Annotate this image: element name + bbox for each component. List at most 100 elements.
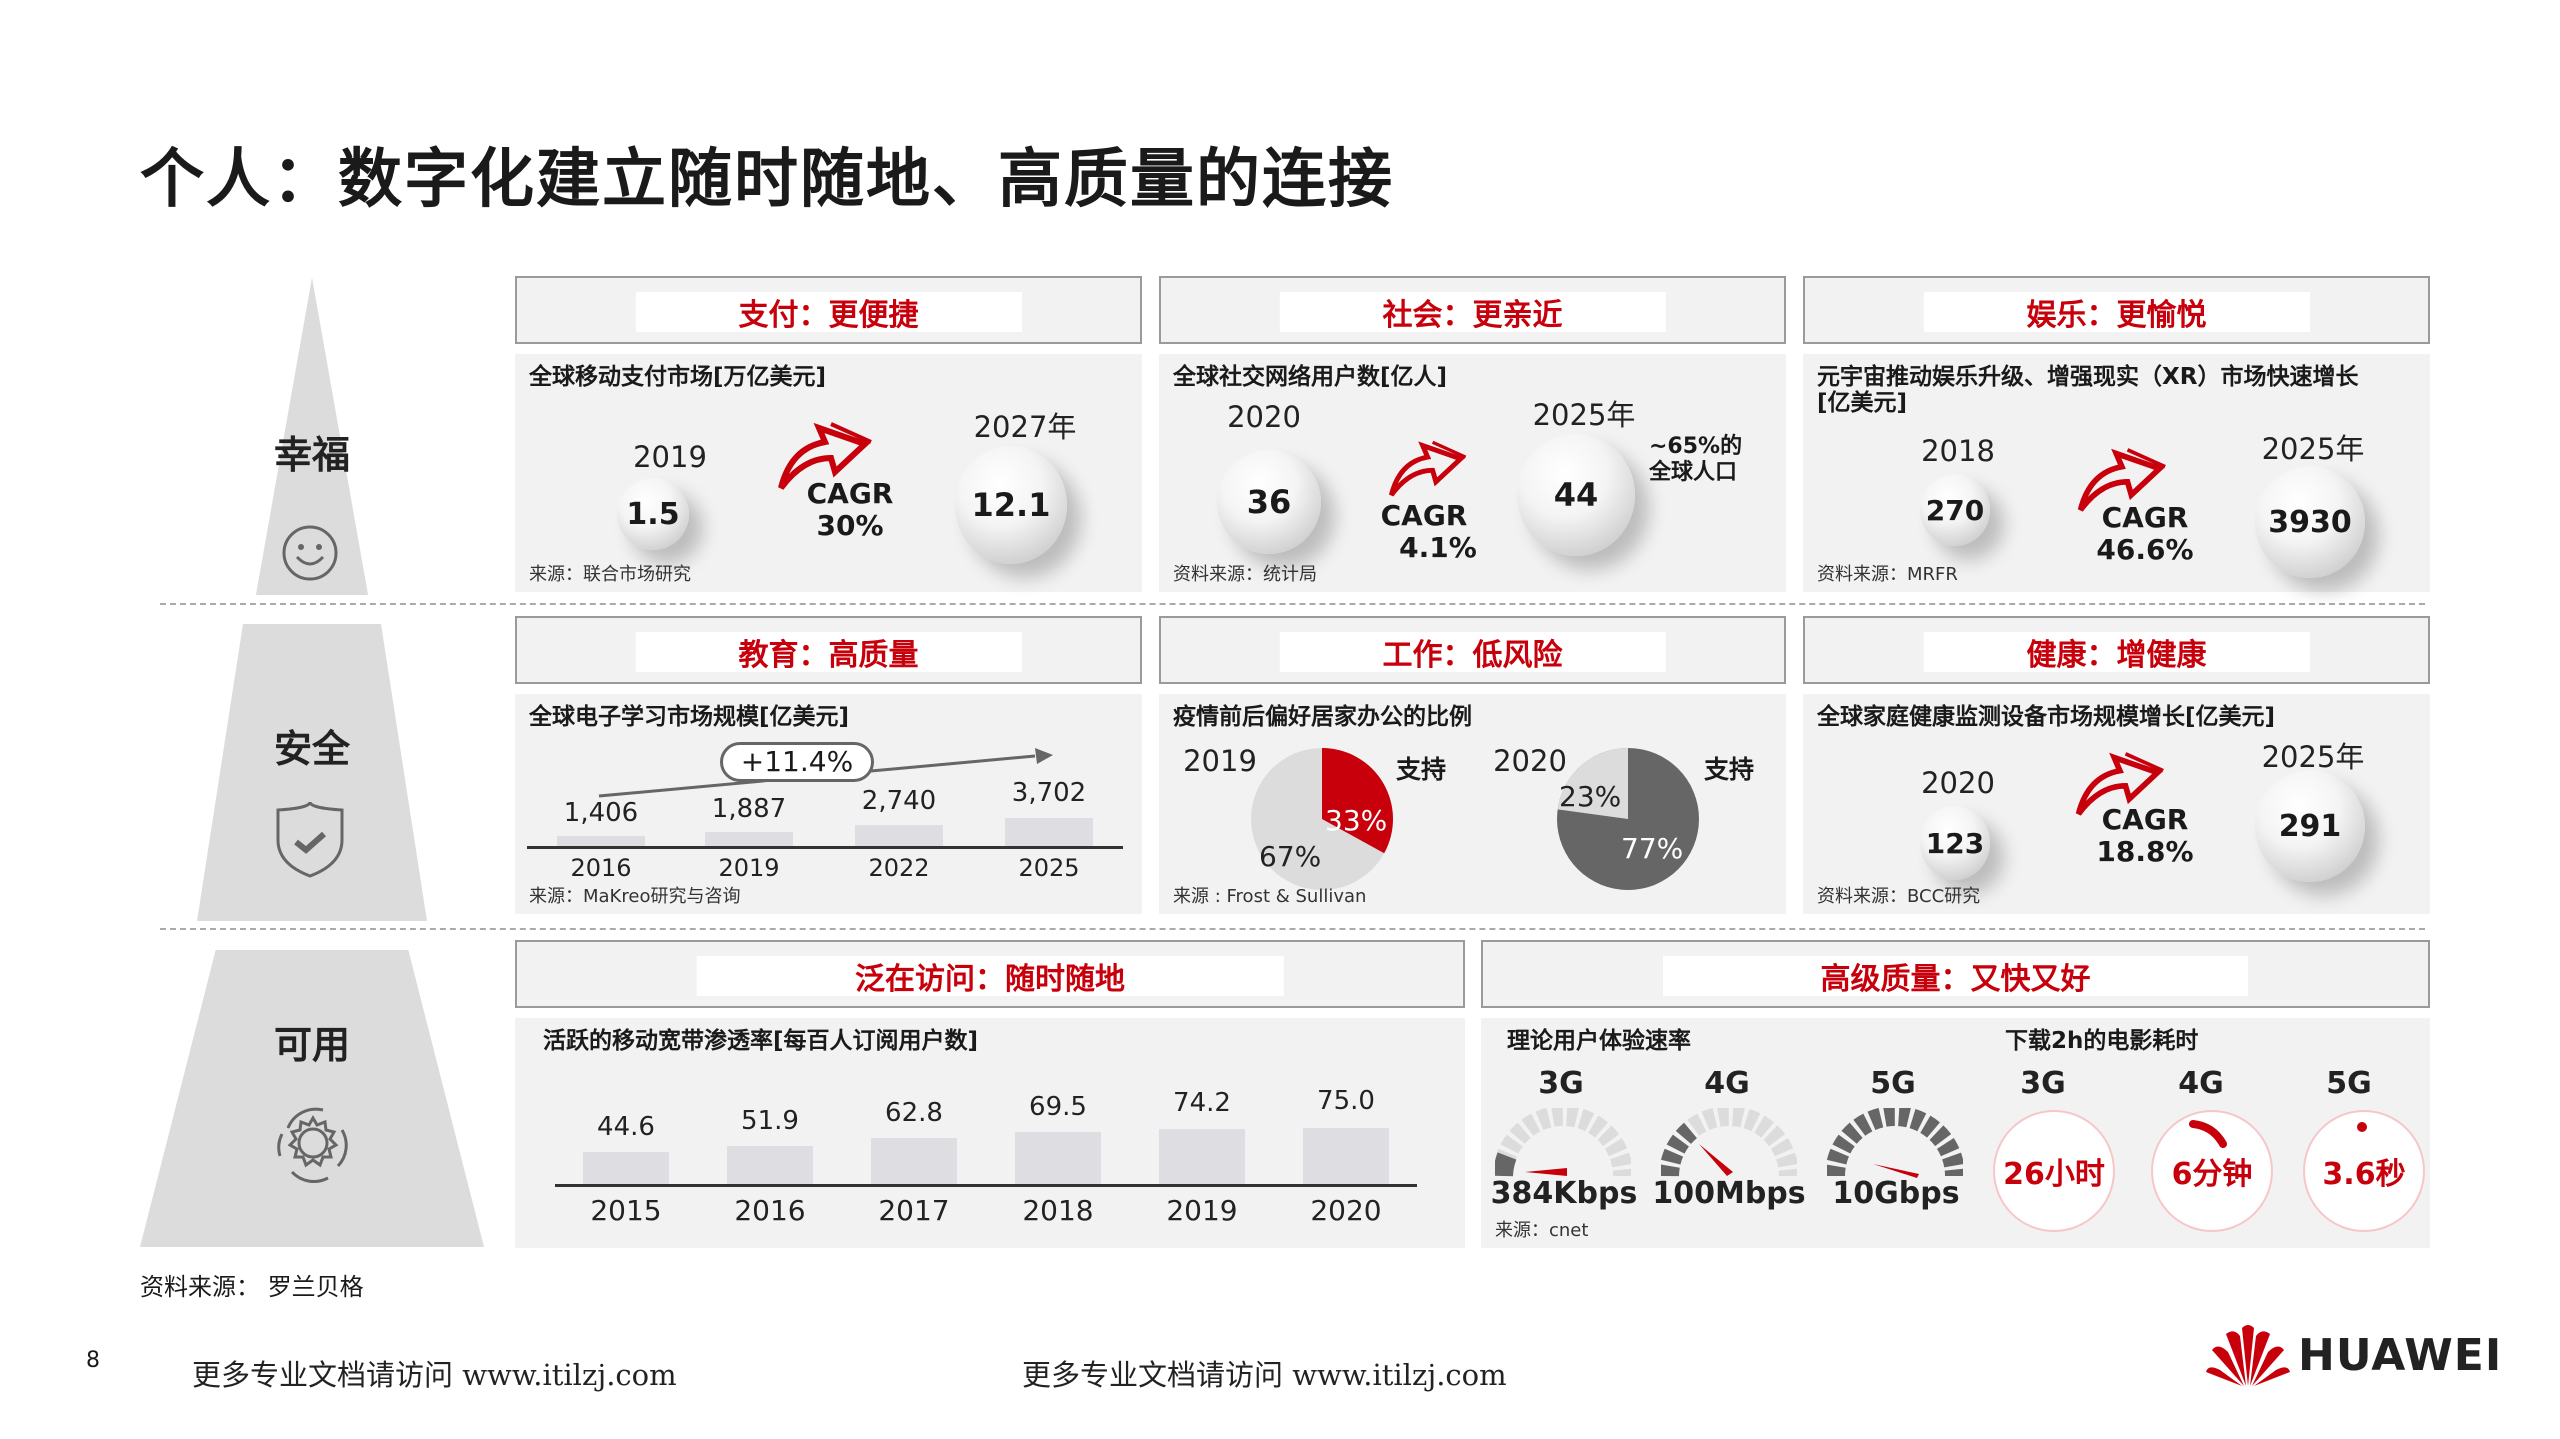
speed-title: 理论用户体验速率 — [1507, 1028, 1691, 1054]
card-entertainment-header-title: 娱乐：更愉悦 — [2026, 298, 2207, 333]
social-cagr-value: 4.1% — [1399, 531, 1477, 564]
entertainment-cagr: CAGR 46.6% — [2085, 502, 2205, 566]
bar-category: 2017 — [878, 1194, 950, 1227]
card-education-title: 全球电子学习市场规模[亿美元] — [529, 704, 850, 730]
bar-value: 74.2 — [1173, 1088, 1231, 1118]
footer-link-2[interactable]: 更多专业文档请访问 www.itilzj.com — [1022, 1358, 1507, 1392]
bar-value: 1,887 — [711, 794, 787, 824]
card-entertainment-title-line1: 元宇宙推动娱乐升级、增强现实（XR）市场快速增长 — [1817, 364, 2359, 390]
speed-value-3g: 384Kbps — [1490, 1176, 1638, 1211]
card-education-header-title: 教育：高质量 — [738, 638, 919, 673]
gear-cycle-icon — [277, 1107, 348, 1183]
education-growth-badge: +11.4% — [720, 742, 874, 782]
social-from-ball: 36 — [1217, 450, 1321, 554]
pyramid-label-happiness: 幸福 — [273, 433, 350, 477]
bar-2025 — [1005, 818, 1093, 846]
pie-2019-support-pct: 33% — [1325, 804, 1388, 837]
download-progress-4g-icon — [2189, 1120, 2227, 1148]
speed-gen-4g: 4G — [1704, 1066, 1750, 1101]
card-work: 疫情前后偏好居家办公的比例 2019 33% 67% 支持 2020 23% 7… — [1159, 694, 1786, 914]
payment-from-ball: 1.5 — [617, 478, 689, 550]
card-payment: 全球移动支付市场[万亿美元] 2019 1.5 CAGR 30% 2027年 1… — [515, 354, 1142, 592]
pie-2020-year: 2020 — [1493, 744, 1567, 778]
card-social: 全球社交网络用户数[亿人] 2020 36 CAGR 4.1% 2025年 44… — [1159, 354, 1786, 592]
bar-value: 51.9 — [741, 1106, 799, 1136]
growth-arrow-icon — [778, 422, 872, 490]
page-title: 个人：数字化建立随时随地、高质量的连接 — [140, 143, 1394, 217]
download-gen-3g: 3G — [2020, 1066, 2066, 1101]
speed-gen-3g: 3G — [1538, 1066, 1584, 1101]
payment-from-year: 2019 — [633, 440, 707, 474]
separator-row2 — [160, 928, 2425, 930]
card-entertainment-title: 元宇宙推动娱乐升级、增强现实（XR）市场快速增长 [亿美元] — [1817, 364, 2358, 416]
speed-gen-5g: 5G — [1870, 1066, 1916, 1101]
download-gen-5g: 5G — [2326, 1066, 2372, 1101]
social-cagr: CAGR 4.1% — [1369, 500, 1479, 564]
card-social-header-title: 社会：更亲近 — [1382, 298, 1563, 333]
pie-chart-2019 — [1251, 748, 1393, 890]
bar-2016 — [557, 836, 645, 846]
card-education-header: 教育：高质量 — [515, 616, 1142, 684]
health-to-ball: 291 — [2255, 770, 2365, 882]
download-title: 下载2h的电影耗时 — [2005, 1028, 2199, 1054]
social-from-year: 2020 — [1227, 400, 1301, 434]
card-payment-source: 来源：联合市场研究 — [529, 564, 691, 585]
card-entertainment-title-line2: [亿美元] — [1817, 390, 1908, 416]
card-work-header-title: 工作：低风险 — [1382, 638, 1563, 673]
pyramid-label-security: 安全 — [273, 727, 350, 771]
pie-2019-year: 2019 — [1183, 744, 1257, 778]
card-social-header: 社会：更亲近 — [1159, 276, 1786, 344]
bar-2015 — [583, 1152, 669, 1184]
download-gen-4g: 4G — [2178, 1066, 2224, 1101]
bar-value: 2,740 — [861, 786, 937, 816]
brand-name: HUAWEI — [2298, 1329, 2503, 1381]
chart-axis — [555, 1184, 1417, 1187]
bar-category: 2018 — [1022, 1194, 1094, 1227]
card-education: 全球电子学习市场规模[亿美元] +11.4% 1,406 1,887 2,740… — [515, 694, 1142, 914]
bar-value: 3,702 — [1011, 778, 1087, 808]
card-work-source: 来源 : Frost & Sullivan — [1173, 886, 1367, 907]
card-work-header: 工作：低风险 — [1159, 616, 1786, 684]
bar-value: 44.6 — [597, 1112, 655, 1142]
card-access: 活跃的移动宽带渗透率[每百人订阅用户数] 44.6 51.9 62.8 69.5… — [515, 1018, 1465, 1248]
social-cagr-label: CAGR — [1380, 499, 1468, 532]
card-social-source: 资料来源：统计局 — [1173, 564, 1317, 585]
speed-value-4g: 100Mbps — [1652, 1176, 1806, 1211]
speedometer-3g-icon — [1495, 1108, 1631, 1177]
card-entertainment: 元宇宙推动娱乐升级、增强现实（XR）市场快速增长 [亿美元] 2018 270 … — [1803, 354, 2430, 592]
download-time-3g: 26小时 — [1993, 1110, 2115, 1232]
bar-2016 — [727, 1146, 813, 1184]
social-note-line1: ~65%的 — [1649, 434, 1743, 459]
card-health: 全球家庭健康监测设备市场规模增长[亿美元] 2020 123 CAGR 18.8… — [1803, 694, 2430, 914]
bar-2017 — [871, 1138, 957, 1184]
card-access-title: 活跃的移动宽带渗透率[每百人订阅用户数] — [543, 1028, 979, 1054]
card-quality-header: 高级质量：又快又好 — [1481, 940, 2430, 1008]
bar-category: 2015 — [590, 1194, 662, 1227]
payment-cagr-label: CAGR — [806, 477, 894, 510]
health-cagr-value: 18.8% — [2096, 835, 2194, 868]
bar-value: 75.0 — [1317, 1086, 1375, 1116]
separator-row1 — [160, 603, 2425, 605]
card-access-header: 泛在访问：随时随地 — [515, 940, 1465, 1008]
download-time-5g: 3.6秒 — [2303, 1110, 2425, 1232]
download-progress-5g-icon — [2357, 1122, 2367, 1132]
bar-category: 2020 — [1310, 1194, 1382, 1227]
bar-2022 — [855, 825, 943, 846]
card-health-header-title: 健康：增健康 — [2026, 638, 2207, 673]
health-from-year: 2020 — [1921, 766, 1995, 800]
payment-cagr-value: 30% — [816, 509, 884, 542]
shield-check-icon — [276, 801, 344, 878]
bar-category: 2016 — [570, 854, 632, 882]
entertainment-cagr-label: CAGR — [2101, 501, 2189, 534]
bar-category: 2019 — [1166, 1194, 1238, 1227]
card-social-title: 全球社交网络用户数[亿人] — [1173, 364, 1448, 390]
payment-cagr: CAGR 30% — [795, 478, 905, 542]
card-health-title: 全球家庭健康监测设备市场规模增长[亿美元] — [1817, 704, 2276, 730]
bar-2019 — [705, 832, 793, 846]
social-note-line2: 全球人口 — [1649, 460, 1738, 485]
chart-axis — [527, 846, 1123, 849]
footer-link-1[interactable]: 更多专业文档请访问 www.itilzj.com — [192, 1358, 677, 1392]
speed-value-5g: 10Gbps — [1832, 1176, 1960, 1211]
card-health-source: 资料来源：BCC研究 — [1817, 886, 1981, 907]
bar-value: 1,406 — [563, 798, 639, 828]
